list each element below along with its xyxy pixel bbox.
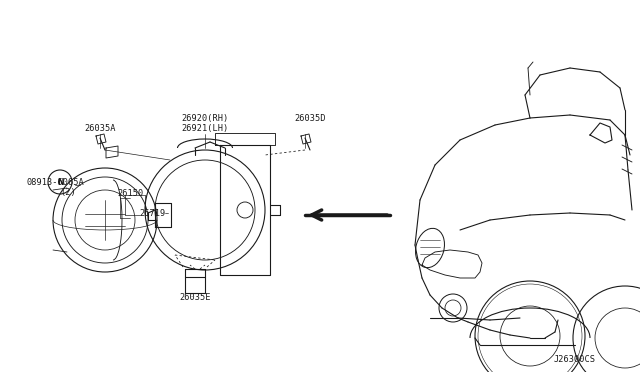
Text: 26035E: 26035E [179,294,211,302]
Text: J26300CS: J26300CS [554,356,596,365]
Text: 26920(RH): 26920(RH) [181,113,228,122]
Text: 08913-6065A: 08913-6065A [26,177,84,186]
Text: N: N [57,177,63,186]
Text: 26035D: 26035D [294,113,326,122]
Text: 26921(LH): 26921(LH) [181,124,228,132]
Text: 26150: 26150 [117,189,143,198]
Text: (2): (2) [60,187,76,196]
Text: 26719: 26719 [140,208,166,218]
Text: 26035A: 26035A [84,124,116,132]
